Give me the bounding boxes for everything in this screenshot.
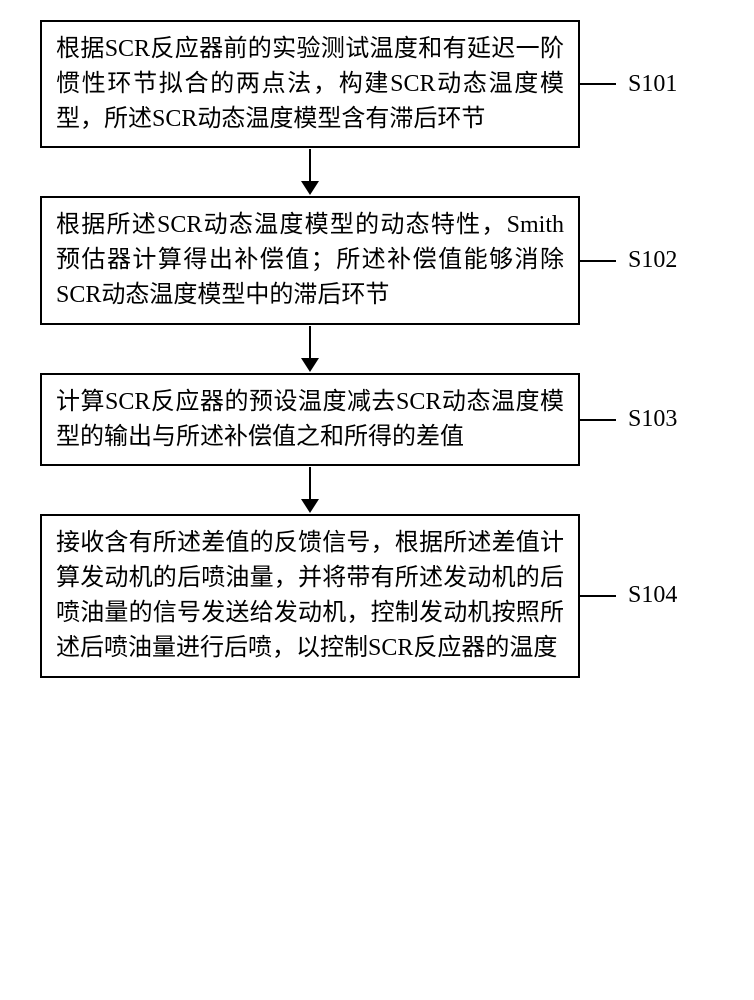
step-text: 根据所述SCR动态温度模型的动态特性，Smith预估器计算得出补偿值；所述补偿值…	[56, 212, 564, 308]
arrow-3	[40, 466, 580, 514]
step-box-1: 根据SCR反应器前的实验测试温度和有延迟一阶惯性环节拟合的两点法，构建SCR动态…	[40, 20, 580, 148]
connector-line	[580, 83, 616, 85]
step-row-1: 根据SCR反应器前的实验测试温度和有延迟一阶惯性环节拟合的两点法，构建SCR动态…	[40, 20, 710, 148]
connector-line	[580, 419, 616, 421]
step-label-1: S101	[628, 71, 677, 98]
arrow-head-icon	[301, 181, 319, 195]
step-label-3: S103	[628, 406, 677, 433]
step-label-4: S104	[628, 582, 677, 609]
arrow-1	[40, 148, 580, 196]
connector-line	[580, 595, 616, 597]
flowchart-container: 根据SCR反应器前的实验测试温度和有延迟一阶惯性环节拟合的两点法，构建SCR动态…	[40, 20, 710, 678]
arrow-head-icon	[301, 358, 319, 372]
step-box-4: 接收含有所述差值的反馈信号，根据所述差值计算发动机的后喷油量，并将带有所述发动机…	[40, 514, 580, 677]
arrow-shaft	[309, 326, 311, 358]
step-row-4: 接收含有所述差值的反馈信号，根据所述差值计算发动机的后喷油量，并将带有所述发动机…	[40, 514, 710, 677]
step-label-2: S102	[628, 247, 677, 274]
step-box-2: 根据所述SCR动态温度模型的动态特性，Smith预估器计算得出补偿值；所述补偿值…	[40, 196, 580, 324]
step-text: 计算SCR反应器的预设温度减去SCR动态温度模型的输出与所述补偿值之和所得的差值	[56, 389, 564, 450]
step-box-3: 计算SCR反应器的预设温度减去SCR动态温度模型的输出与所述补偿值之和所得的差值	[40, 373, 580, 467]
connector-line	[580, 260, 616, 262]
arrow-shaft	[309, 149, 311, 181]
arrow-2	[40, 325, 580, 373]
arrow-shaft	[309, 467, 311, 499]
arrow-head-icon	[301, 499, 319, 513]
step-text: 根据SCR反应器前的实验测试温度和有延迟一阶惯性环节拟合的两点法，构建SCR动态…	[56, 36, 564, 132]
step-text: 接收含有所述差值的反馈信号，根据所述差值计算发动机的后喷油量，并将带有所述发动机…	[56, 530, 564, 660]
step-row-2: 根据所述SCR动态温度模型的动态特性，Smith预估器计算得出补偿值；所述补偿值…	[40, 196, 710, 324]
step-row-3: 计算SCR反应器的预设温度减去SCR动态温度模型的输出与所述补偿值之和所得的差值…	[40, 373, 710, 467]
